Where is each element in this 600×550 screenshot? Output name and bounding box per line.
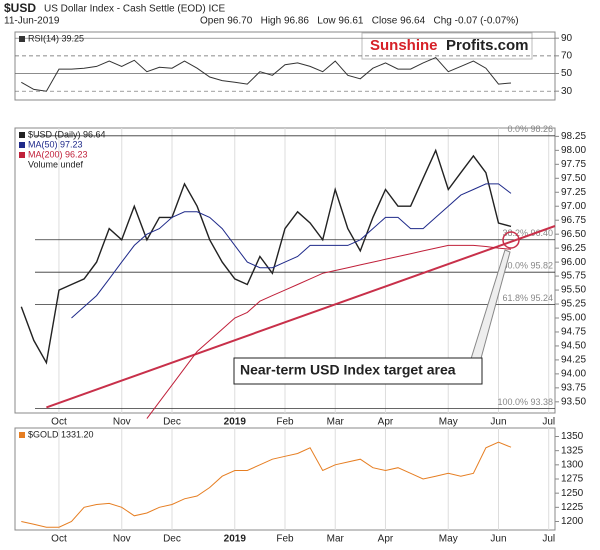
logo-b: Profits.com <box>446 37 529 54</box>
y-tick-label: 97.25 <box>561 187 586 198</box>
y-tick-label: 94.25 <box>561 355 586 366</box>
y-tick-label: 93.50 <box>561 396 586 407</box>
logo-box <box>361 32 533 60</box>
legend-label: $USD (Daily) 96.64 <box>28 129 106 139</box>
y-tick-label: 97.75 <box>561 159 586 170</box>
legend-swatch <box>19 142 25 148</box>
instrument-name: US Dollar Index - Cash Settle (EOD) ICE <box>44 4 225 15</box>
fib-label: 61.8% 95.24 <box>502 293 553 303</box>
x-tick-label: Dec <box>163 417 181 428</box>
y-tick-label: 95.75 <box>561 271 586 282</box>
x-tick-label: Feb <box>276 417 294 428</box>
y-tick-label: 98.00 <box>561 145 586 156</box>
series-line <box>21 441 512 528</box>
panel-frame <box>14 31 556 101</box>
y-tick-label: 30 <box>561 86 573 97</box>
x-tick-label: Mar <box>327 417 345 428</box>
legend-swatch <box>19 432 25 438</box>
y-tick-label: 97.50 <box>561 173 586 184</box>
y-tick-label: 95.50 <box>561 285 586 296</box>
x-tick-label: 2019 <box>224 417 247 428</box>
x-tick-label: Oct <box>51 417 67 428</box>
x-tick-label: Mar <box>327 534 345 545</box>
legend-swatch <box>19 152 25 158</box>
panel-title: RSI(14) 39.25 <box>28 33 84 43</box>
y-tick-label: 94.75 <box>561 327 586 338</box>
series-line <box>71 183 512 319</box>
y-tick-label: 90 <box>561 33 573 44</box>
series-line <box>20 148 512 365</box>
x-tick-label: Dec <box>163 534 181 545</box>
x-tick-label: Nov <box>113 417 131 428</box>
symbol: $USD <box>4 1 36 15</box>
x-tick-label: Nov <box>113 534 131 545</box>
y-tick-label: 1200 <box>561 516 584 527</box>
panel-title: $GOLD 1331.20 <box>28 429 94 439</box>
legend-label: Volume undef <box>28 159 84 169</box>
logo-a: Sunshine <box>370 37 438 54</box>
x-tick-label: Oct <box>51 534 67 545</box>
x-tick-label: Jun <box>490 417 506 428</box>
x-tick-label: Jul <box>542 417 555 428</box>
x-tick-label: Jul <box>542 534 555 545</box>
trendline <box>46 225 556 409</box>
fib-label: 38.2% 96.40 <box>502 228 553 238</box>
y-tick-label: 96.75 <box>561 215 586 226</box>
annotation-box <box>233 357 483 385</box>
y-tick-label: 95.00 <box>561 313 586 324</box>
legend-label: MA(200) 96.23 <box>28 149 88 159</box>
annotation: Near-term USD Index target area <box>240 362 456 378</box>
y-tick-label: 94.00 <box>561 369 586 380</box>
y-tick-label: 70 <box>561 50 573 61</box>
y-tick-label: 96.50 <box>561 229 586 240</box>
legend-swatch <box>19 36 25 42</box>
legend-swatch <box>19 132 25 138</box>
x-tick-label: Apr <box>378 534 394 545</box>
y-tick-label: 96.25 <box>561 243 586 254</box>
y-tick-label: 1350 <box>561 431 584 442</box>
target-circle <box>502 231 520 249</box>
y-tick-label: 1225 <box>561 502 584 513</box>
y-tick-label: 50 <box>561 68 573 79</box>
y-tick-label: 97.00 <box>561 201 586 212</box>
fib-label: 100.0% 93.38 <box>497 397 553 407</box>
x-tick-label: Jun <box>490 534 506 545</box>
x-tick-label: May <box>439 417 458 428</box>
y-tick-label: 93.75 <box>561 382 586 393</box>
x-tick-label: Feb <box>276 534 294 545</box>
x-tick-label: 2019 <box>224 534 247 545</box>
quote: Open 96.70 High 96.86 Low 96.61 Close 96… <box>200 16 519 27</box>
y-tick-label: 1325 <box>561 445 584 456</box>
y-tick-label: 1250 <box>561 488 584 499</box>
y-tick-label: 1275 <box>561 474 584 485</box>
y-tick-label: 1300 <box>561 459 584 470</box>
series-line <box>146 244 512 419</box>
y-tick-label: 94.50 <box>561 341 586 352</box>
x-tick-label: Apr <box>378 417 394 428</box>
date: 11-Jun-2019 <box>4 16 60 27</box>
y-tick-label: 95.25 <box>561 299 586 310</box>
series-line <box>21 57 512 92</box>
y-tick-label: 98.25 <box>561 131 586 142</box>
fib-label: 0.0% 98.26 <box>507 124 553 134</box>
y-tick-label: 96.00 <box>561 257 586 268</box>
x-tick-label: May <box>439 534 458 545</box>
fib-label: 50.0% 95.82 <box>502 261 553 271</box>
legend-label: MA(50) 97.23 <box>28 139 83 149</box>
